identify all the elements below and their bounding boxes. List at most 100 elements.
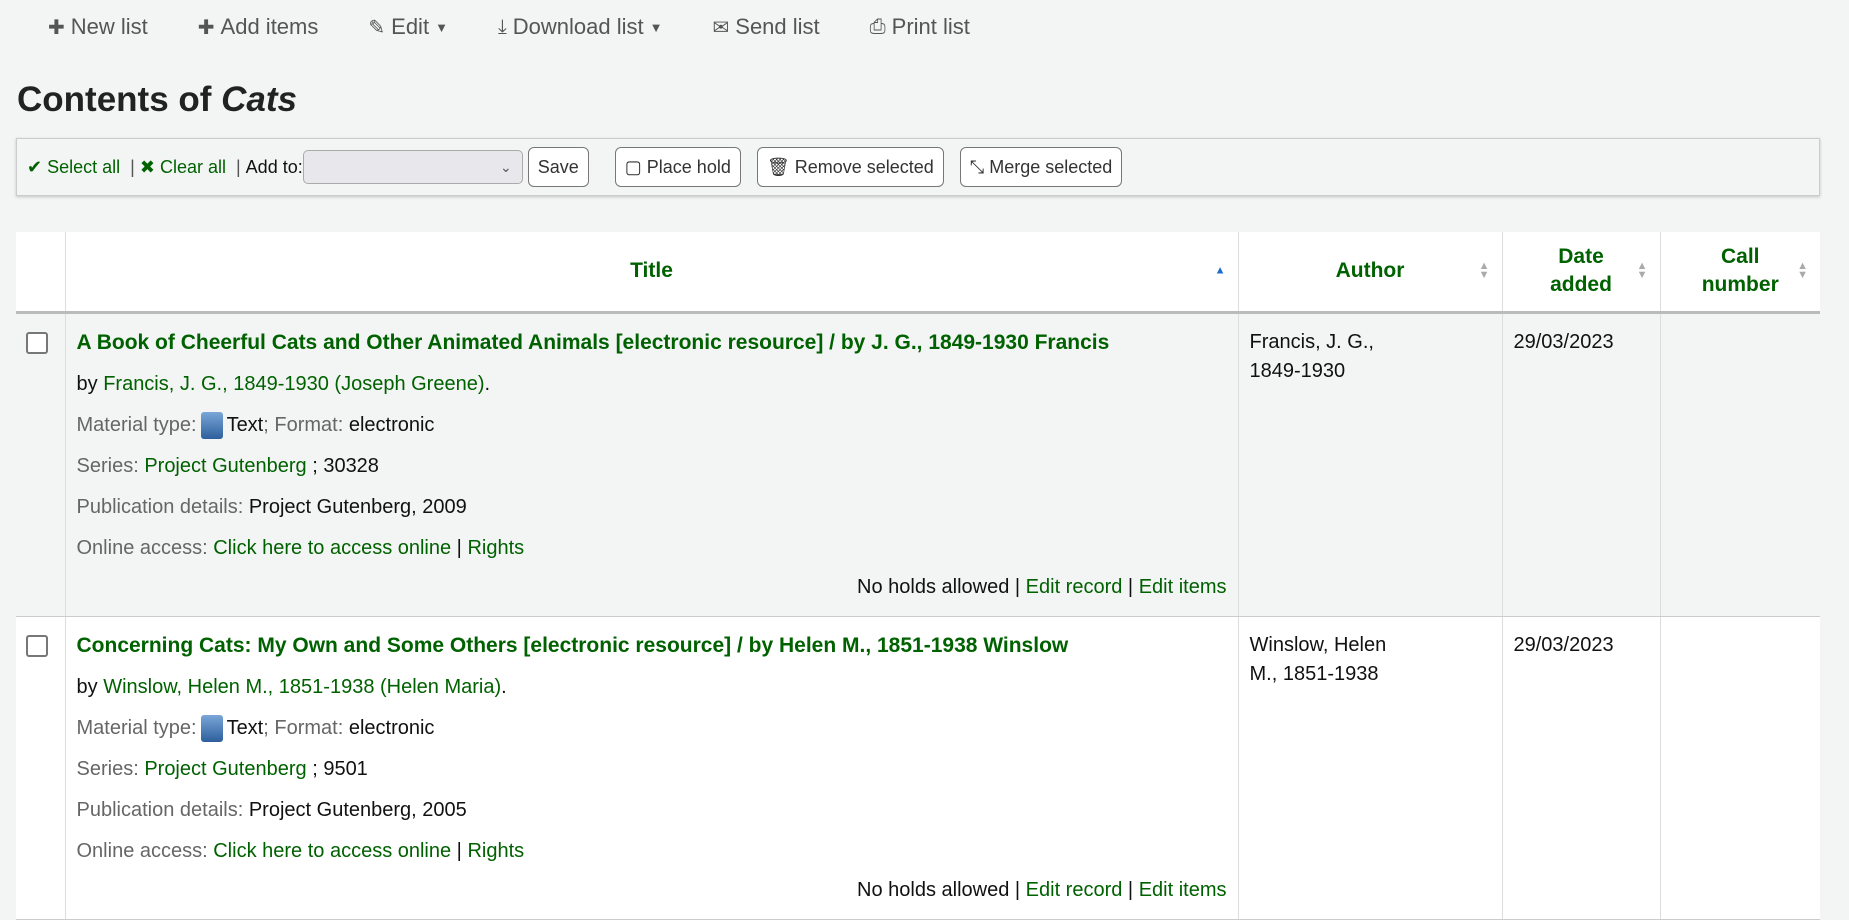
material-type-value: Text [226, 413, 264, 436]
merge-selected-button[interactable]: ⤡ Merge selected [959, 147, 1123, 187]
author-cell: Winslow, Helen M., 1851-1938 [1237, 616, 1502, 920]
select-all-link[interactable]: ✔ Select all [27, 157, 120, 178]
new-list-button[interactable]: ✚ New list [40, 8, 156, 46]
divider: | [130, 156, 135, 177]
publication-label: Publication details: [76, 798, 244, 821]
clear-all-link[interactable]: ✖ Clear all [140, 157, 226, 178]
column-header-title[interactable]: Title ▲ [64, 232, 1238, 314]
material-type-value: Text [226, 716, 264, 739]
by-label: by [76, 675, 98, 698]
list-toolbar: ✚ New list ✚ Add items ✎ Edit ▼ ⤓ Download li… [40, 8, 1012, 46]
record-actions: No holds allowed | Edit record | Edit it… [857, 575, 1227, 598]
rights-link[interactable]: Rights [467, 839, 525, 862]
series-link[interactable]: Project Gutenberg [144, 454, 307, 477]
author-line: by Winslow, Helen M., 1851-1938 (Helen M… [76, 675, 507, 698]
row-checkbox[interactable] [26, 331, 48, 354]
table-row: Concerning Cats: My Own and Some Others … [16, 616, 1820, 920]
format-value: electronic [348, 413, 435, 436]
publication-label: Publication details: [76, 495, 244, 518]
add-items-label: Add items [220, 14, 319, 39]
print-list-button[interactable]: ⎙ Print list [862, 8, 978, 46]
new-list-label: New list [70, 14, 148, 39]
online-access-link[interactable]: Click here to access online [213, 839, 452, 862]
place-hold-label: Place hold [646, 156, 731, 177]
publication-line: Publication details: Project Gutenberg, … [77, 796, 1227, 825]
chevron-down-icon: ⌄ [499, 158, 512, 175]
edit-record-link[interactable]: Edit record [1025, 878, 1123, 901]
author-link[interactable]: Winslow, Helen M., 1851-1938 (Helen Mari… [103, 675, 502, 698]
selection-toolbar: ✔ Select all | ✖ Clear all | Add to: ⌄ S… [16, 138, 1820, 196]
online-access-label: Online access: [76, 839, 208, 862]
date-added-cell: 29/03/2023 [1501, 312, 1660, 617]
divider: | [235, 156, 241, 177]
column-label: Title [630, 259, 673, 283]
download-icon: ⤓ [497, 15, 507, 38]
title-cell: Concerning Cats: My Own and Some Others … [64, 616, 1238, 920]
save-button[interactable]: Save [527, 147, 589, 187]
edit-items-link[interactable]: Edit items [1138, 878, 1227, 901]
date-added-cell: 29/03/2023 [1501, 616, 1660, 920]
send-list-button[interactable]: ✉ Send list [705, 8, 828, 46]
compress-icon: ⤡ [969, 156, 985, 177]
author-cell: Francis, J. G., 1849-1930 [1237, 312, 1502, 617]
add-to-label: Add to: [245, 156, 303, 177]
remove-selected-label: Remove selected [794, 156, 934, 177]
book-icon [200, 411, 223, 439]
add-to-select[interactable]: ⌄ [302, 150, 523, 184]
online-access-label: Online access: [76, 536, 208, 559]
edit-items-link[interactable]: Edit items [1138, 575, 1227, 598]
author-value: Francis, J. G., 1849-1930 [1249, 330, 1374, 382]
author-link[interactable]: Francis, J. G., 1849-1930 (Joseph Greene… [103, 372, 485, 395]
trash-icon: 🗑 [766, 156, 790, 177]
series-label: Series: [76, 454, 139, 477]
column-header-call-number[interactable]: Call number ▲ ▼ [1659, 232, 1820, 314]
material-type-label: Material type: [76, 413, 197, 436]
remove-selected-button[interactable]: 🗑 Remove selected [756, 147, 944, 187]
by-label: by [76, 372, 98, 395]
check-icon: ✔ [27, 156, 43, 177]
online-access-line: Online access: Click here to access onli… [76, 536, 525, 559]
print-icon: ⎙ [869, 15, 886, 38]
x-icon: ✖ [139, 156, 155, 177]
caret-down-icon: ▼ [649, 19, 663, 35]
holds-status: No holds allowed [857, 575, 1010, 598]
series-number: ; 9501 [312, 757, 368, 780]
rights-link[interactable]: Rights [467, 536, 525, 559]
column-label: Author [1335, 259, 1405, 283]
material-type-line: Material type: Text; Format: electronic [77, 714, 1227, 743]
column-header-date-added[interactable]: Date added ▲ ▼ [1501, 232, 1660, 314]
format-label: ; Format: [263, 413, 344, 436]
column-header-author[interactable]: Author ▲ ▼ [1237, 232, 1502, 314]
table-header-row: Title ▲ Author ▲ ▼ Date added ▲ ▼ Call number… [16, 232, 1820, 314]
online-access-line: Online access: Click here to access onli… [76, 839, 525, 862]
title-link[interactable]: Concerning Cats: My Own and Some Others … [76, 633, 1069, 657]
plus-icon: ✚ [48, 16, 65, 39]
add-items-button[interactable]: ✚ Add items [190, 8, 327, 46]
merge-selected-label: Merge selected [989, 156, 1113, 177]
title-link[interactable]: A Book of Cheerful Cats and Other Animat… [76, 330, 1110, 354]
publication-line: Publication details: Project Gutenberg, … [77, 493, 1227, 522]
edit-label: Edit [391, 14, 430, 39]
pencil-icon: ✎ [368, 16, 386, 39]
author-line: by Francis, J. G., 1849-1930 (Joseph Gre… [76, 372, 491, 395]
format-value: electronic [348, 716, 435, 739]
material-type-label: Material type: [76, 716, 197, 739]
publication-value: Project Gutenberg, 2009 [248, 495, 467, 518]
clear-all-label: Clear all [159, 156, 226, 177]
list-name: Cats [221, 80, 298, 119]
sort-icon: ▲ ▼ [1478, 260, 1490, 282]
call-number-cell [1659, 616, 1820, 920]
sort-icon: ▲ ▼ [1797, 260, 1808, 282]
place-hold-button[interactable]: ▢ Place hold [614, 147, 741, 187]
edit-dropdown[interactable]: ✎ Edit ▼ [360, 8, 456, 46]
online-access-link[interactable]: Click here to access online [213, 536, 452, 559]
checkbox-column-header [16, 232, 65, 314]
column-label: Call number [1701, 245, 1779, 297]
record-actions: No holds allowed | Edit record | Edit it… [857, 878, 1227, 901]
plus-icon: ✚ [197, 16, 215, 39]
edit-record-link[interactable]: Edit record [1025, 575, 1123, 598]
title-cell: A Book of Cheerful Cats and Other Animat… [64, 312, 1238, 617]
row-checkbox[interactable] [26, 634, 48, 657]
download-list-dropdown[interactable]: ⤓ Download list ▼ [490, 8, 671, 46]
series-link[interactable]: Project Gutenberg [144, 757, 307, 780]
